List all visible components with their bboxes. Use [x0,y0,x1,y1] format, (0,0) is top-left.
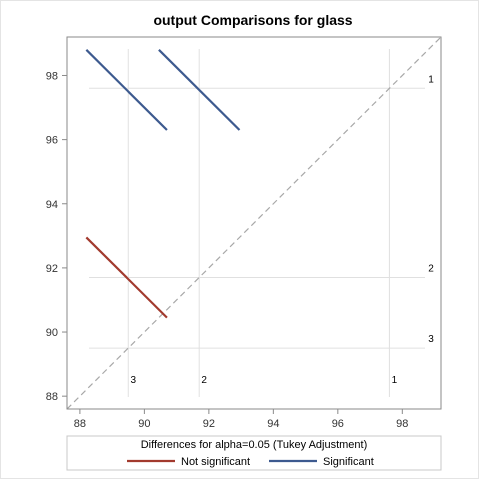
x-tick-label: 98 [396,418,408,430]
y-tick-label: 88 [46,391,58,403]
plot-contents [67,37,441,409]
plot-frame [66,36,442,410]
level-label-right-3: 3 [428,334,434,345]
x-tick-label: 90 [138,418,150,430]
diagonal-reference-line [67,37,441,409]
level-label-right-1: 1 [428,74,434,85]
legend-label-1: Not significant [181,456,250,468]
comparison-segment-1 [85,236,168,319]
level-label-bottom-1: 1 [392,375,398,386]
y-tick-label: 90 [46,327,58,339]
y-tick-label: 98 [46,70,58,82]
chart-title: output Comparisons for glass [153,12,352,28]
y-tick-label: 94 [46,199,58,211]
comparison-segment-3 [158,49,241,131]
x-tick-label: 94 [267,418,279,430]
x-tick-label: 96 [332,418,344,430]
comparison-segment-2 [85,49,168,131]
x-tick-label: 88 [74,418,86,430]
x-tick-label: 92 [203,418,215,430]
legend: Differences for alpha=0.05 (Tukey Adjust… [66,435,442,471]
level-label-right-2: 2 [428,264,434,275]
y-tick-label: 92 [46,263,58,275]
level-label-bottom-3: 3 [130,375,136,386]
level-label-bottom-2: 2 [201,375,207,386]
legend-label-2: Significant [323,456,374,468]
legend-frame [66,435,442,471]
y-tick-label: 96 [46,135,58,147]
legend-title: Differences for alpha=0.05 (Tukey Adjust… [141,439,368,451]
plot-area: 1 1 2 2 3 3 88 90 92 94 96 98 88 90 92 94 96 98 [46,36,442,430]
